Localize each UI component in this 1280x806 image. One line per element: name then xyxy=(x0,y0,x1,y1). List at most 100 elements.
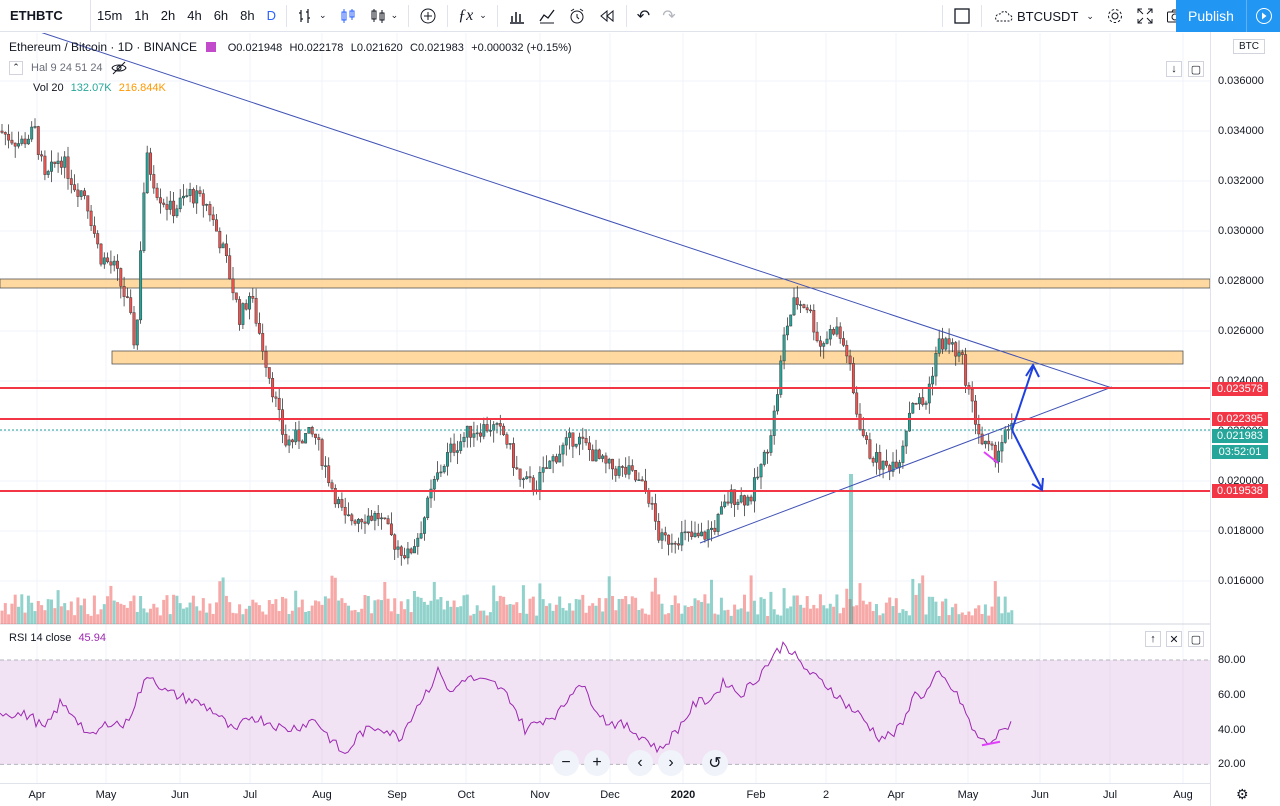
redo-button[interactable]: ↷ xyxy=(656,0,681,32)
interval-2h[interactable]: 2h xyxy=(160,8,176,23)
symbol-search[interactable]: ETHBTC xyxy=(0,0,91,32)
volume-bar xyxy=(109,585,113,624)
scroll-right-button[interactable]: › xyxy=(658,750,684,776)
time-axis[interactable]: Apr May Jun Jul Aug Sep Oct Nov Dec 2020 Feb 2 Apr Ma… xyxy=(0,783,1210,806)
replay-button[interactable] xyxy=(592,0,622,32)
candles-icon xyxy=(341,8,355,23)
candles-button[interactable] xyxy=(333,0,363,32)
rsi-tick-label: 40.00 xyxy=(1218,723,1246,736)
candle xyxy=(551,454,555,474)
candle xyxy=(970,381,974,413)
volume-bar xyxy=(521,585,525,624)
candle-body xyxy=(479,432,482,437)
scroll-left-button[interactable]: ‹ xyxy=(627,750,653,776)
financials-button[interactable] xyxy=(502,0,532,32)
zoom-in-button[interactable]: + xyxy=(584,750,610,776)
volume-bar xyxy=(26,595,30,624)
layout-button[interactable] xyxy=(947,0,977,32)
currency-label[interactable]: BTC xyxy=(1233,39,1265,54)
candle xyxy=(53,161,57,168)
eye-hidden-icon[interactable] xyxy=(111,61,127,75)
collapse-legend-button[interactable]: ⌃ xyxy=(9,61,23,75)
candle-body xyxy=(155,187,159,198)
time-tick-label: Nov xyxy=(530,789,550,801)
candle xyxy=(950,338,954,353)
candle xyxy=(413,539,416,554)
volume-bar xyxy=(264,614,268,624)
scroll-down-button[interactable]: ↓ xyxy=(1166,61,1182,77)
candle-body xyxy=(33,126,37,128)
volume-bar xyxy=(762,598,766,624)
zoom-out-button[interactable]: − xyxy=(553,750,579,776)
candle-body xyxy=(165,204,169,210)
candle-body xyxy=(977,424,981,435)
compare-button[interactable] xyxy=(413,0,443,32)
candle xyxy=(637,472,641,481)
volume-bar xyxy=(776,614,779,624)
candle xyxy=(469,425,473,448)
candle-body xyxy=(63,156,67,168)
top-toolbar: ETHBTC 15m 1h 2h 4h 6h 8h D ⌄ ⌄ ƒx ⌄ ↶ ↷ xyxy=(0,0,1280,32)
candle-body xyxy=(766,451,770,454)
volume-bar xyxy=(406,599,410,624)
volume-bar xyxy=(842,607,845,624)
volume-bar xyxy=(845,588,849,624)
candle xyxy=(521,477,525,489)
candle-body xyxy=(185,195,189,197)
interval-6h[interactable]: 6h xyxy=(213,8,229,23)
volume-bar xyxy=(350,610,354,624)
maximize-rsi-pane-button[interactable]: ▢ xyxy=(1188,631,1204,647)
fullscreen-button[interactable] xyxy=(1130,0,1160,32)
chart-style-button[interactable]: ⌄ xyxy=(291,0,333,32)
candle xyxy=(317,433,321,451)
candle-body xyxy=(195,190,199,204)
candle xyxy=(657,513,661,544)
reset-chart-button[interactable]: ↺ xyxy=(702,750,728,776)
candle xyxy=(1003,425,1007,444)
interval-15m[interactable]: 15m xyxy=(97,8,123,23)
indicators-button[interactable]: ƒx ⌄ xyxy=(452,0,493,32)
interval-4h[interactable]: 4h xyxy=(187,8,202,23)
alert-button[interactable] xyxy=(562,0,592,32)
close-pane-button[interactable]: ✕ xyxy=(1166,631,1182,647)
candle xyxy=(416,533,420,555)
price-chart[interactable] xyxy=(0,33,1210,783)
move-pane-up-button[interactable]: ↑ xyxy=(1145,631,1161,647)
candle xyxy=(525,471,529,480)
price-axis-label: 0.019538 xyxy=(1212,484,1268,498)
candle-body xyxy=(224,243,228,256)
undo-button[interactable]: ↶ xyxy=(631,0,656,32)
candle xyxy=(934,346,938,386)
volume-bar xyxy=(624,596,628,624)
candle-body xyxy=(83,190,86,196)
candle-body xyxy=(578,436,581,445)
candle-body xyxy=(653,503,657,522)
candles-style-button[interactable]: ⌄ xyxy=(363,0,405,32)
candle xyxy=(459,433,463,454)
candle xyxy=(901,440,905,469)
interval-8h[interactable]: 8h xyxy=(240,8,255,23)
volume-bar xyxy=(479,610,482,624)
volume-bar xyxy=(185,607,189,624)
maximize-pane-button[interactable]: ▢ xyxy=(1188,61,1204,77)
templates-button[interactable] xyxy=(532,0,562,32)
volume-bar xyxy=(469,615,473,624)
candle-body xyxy=(604,455,608,464)
publish-menu-button[interactable] xyxy=(1246,0,1280,32)
candle xyxy=(155,183,159,201)
interval-1d[interactable]: D xyxy=(266,8,277,23)
candle xyxy=(261,323,265,360)
settings-button[interactable] xyxy=(1100,0,1130,32)
interval-1h[interactable]: 1h xyxy=(134,8,149,23)
candle xyxy=(670,533,674,553)
candle-body xyxy=(208,204,212,216)
candle-body xyxy=(158,197,162,204)
publish-button[interactable]: Publish xyxy=(1176,0,1246,32)
candle-body xyxy=(129,297,133,313)
candle-body xyxy=(472,433,476,438)
compare-symbol-selector[interactable]: BTCUSDT ⌄ xyxy=(986,0,1100,32)
volume-bar xyxy=(964,614,968,624)
volume-bar xyxy=(535,615,539,624)
axis-settings-button[interactable]: ⚙ xyxy=(1236,786,1249,803)
volume-bar xyxy=(650,591,654,624)
